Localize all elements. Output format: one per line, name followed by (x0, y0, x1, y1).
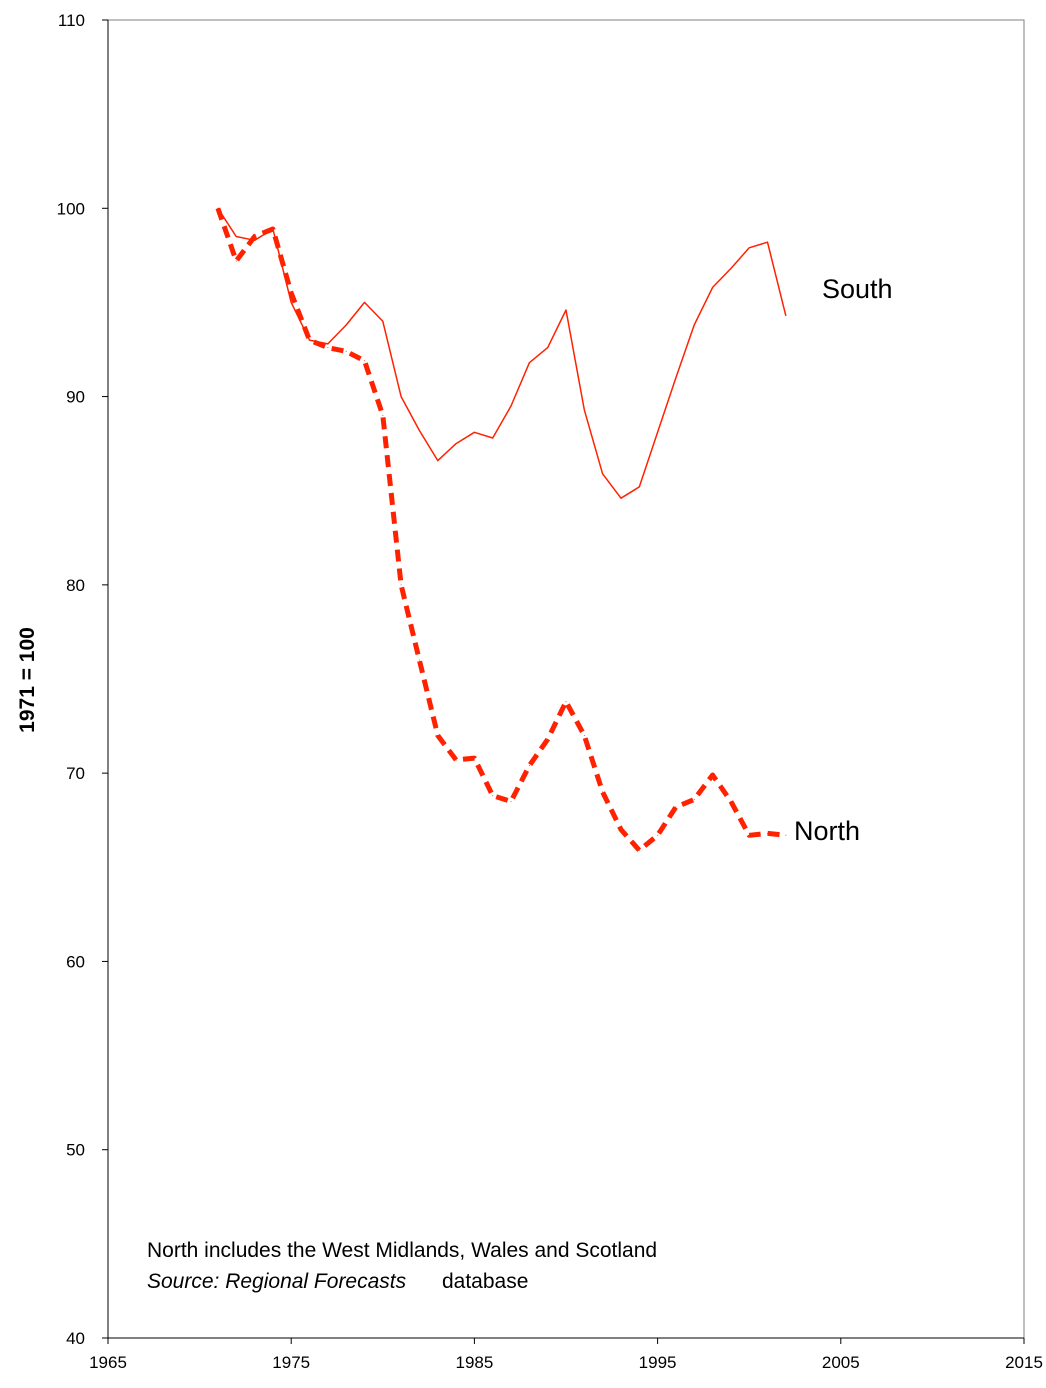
data-point-north (602, 791, 604, 793)
x-tick-label: 1995 (639, 1353, 677, 1372)
data-point-north (400, 584, 402, 586)
data-point-south (748, 247, 750, 249)
data-point-south (657, 431, 659, 433)
data-point-south (712, 286, 714, 288)
y-axis-ticks: 40 50 60 70 80 90 100 110 (57, 11, 108, 1348)
data-point-north (620, 829, 622, 831)
series-label-north: North (794, 816, 860, 846)
data-point-south (492, 437, 494, 439)
data-point-south (565, 309, 567, 311)
data-point-north (547, 738, 549, 740)
series-line-south (217, 207, 787, 499)
data-point-north (235, 260, 237, 262)
x-tick-label: 2015 (1005, 1353, 1043, 1372)
data-point-north (748, 834, 750, 836)
chart-note: North includes the West Midlands, Wales … (147, 1239, 657, 1262)
data-point-south (767, 241, 769, 243)
y-tick-label: 80 (66, 576, 85, 595)
x-tick-label: 2005 (822, 1353, 860, 1372)
x-tick-label: 1975 (272, 1353, 310, 1372)
data-point-south (345, 324, 347, 326)
x-tick-label: 1965 (89, 1353, 127, 1372)
data-point-south (437, 460, 439, 462)
data-point-south (693, 324, 695, 326)
data-point-north (455, 759, 457, 761)
data-point-north (657, 834, 659, 836)
series-line-north (215, 207, 787, 853)
y-tick-label: 100 (57, 199, 85, 218)
data-point-north (638, 849, 640, 851)
source-suffix: database (442, 1270, 528, 1293)
data-point-north (418, 659, 420, 661)
y-axis-label: 1971 = 100 (16, 627, 39, 733)
data-point-north (272, 228, 274, 230)
data-point-north (217, 207, 219, 209)
data-point-south (400, 396, 402, 398)
data-point-north (290, 292, 292, 294)
data-point-south (675, 377, 677, 379)
series-layer (215, 207, 787, 853)
data-point-north (730, 800, 732, 802)
data-point-north (363, 360, 365, 362)
data-point-south (583, 409, 585, 411)
data-point-south (730, 268, 732, 270)
data-point-south (455, 443, 457, 445)
data-point-north (345, 350, 347, 352)
data-point-north (254, 236, 256, 238)
x-axis-ticks: 1965 1975 1985 1995 2005 2015 (89, 1338, 1043, 1372)
chart-source: Source: Regional Forecasts database (147, 1270, 528, 1293)
y-tick-label: 60 (66, 952, 85, 971)
data-point-north (675, 806, 677, 808)
data-point-south (528, 362, 530, 364)
data-point-north (712, 774, 714, 776)
plot-frame (107, 19, 1025, 1339)
data-point-south (638, 486, 640, 488)
data-point-north (309, 339, 311, 341)
data-point-north (583, 734, 585, 736)
data-point-south (785, 315, 787, 317)
data-point-north (693, 799, 695, 801)
data-point-south (620, 497, 622, 499)
y-tick-label: 90 (66, 388, 85, 407)
data-point-north (492, 795, 494, 797)
axes (107, 19, 1025, 1339)
data-point-south (290, 301, 292, 303)
data-point-north (382, 414, 384, 416)
data-point-south (235, 236, 237, 238)
data-point-south (547, 347, 549, 349)
y-tick-label: 40 (66, 1329, 85, 1348)
data-point-north (437, 734, 439, 736)
data-point-south (510, 405, 512, 407)
data-point-north (510, 800, 512, 802)
data-point-north (473, 757, 475, 759)
data-point-south (382, 320, 384, 322)
data-point-south (418, 429, 420, 431)
data-point-north (785, 834, 787, 836)
x-tick-label: 1985 (455, 1353, 493, 1372)
data-point-north (565, 701, 567, 703)
y-tick-label: 110 (58, 11, 85, 30)
data-point-south (363, 301, 365, 303)
data-point-south (327, 343, 329, 345)
data-point-south (473, 431, 475, 433)
series-label-south: South (822, 274, 893, 304)
source-name: Source: Regional Forecasts (147, 1270, 407, 1293)
data-point-south (602, 473, 604, 475)
y-tick-label: 50 (66, 1141, 85, 1160)
data-point-north (327, 347, 329, 349)
data-point-north (528, 765, 530, 767)
data-point-north (767, 832, 769, 834)
y-tick-label: 70 (66, 764, 85, 783)
